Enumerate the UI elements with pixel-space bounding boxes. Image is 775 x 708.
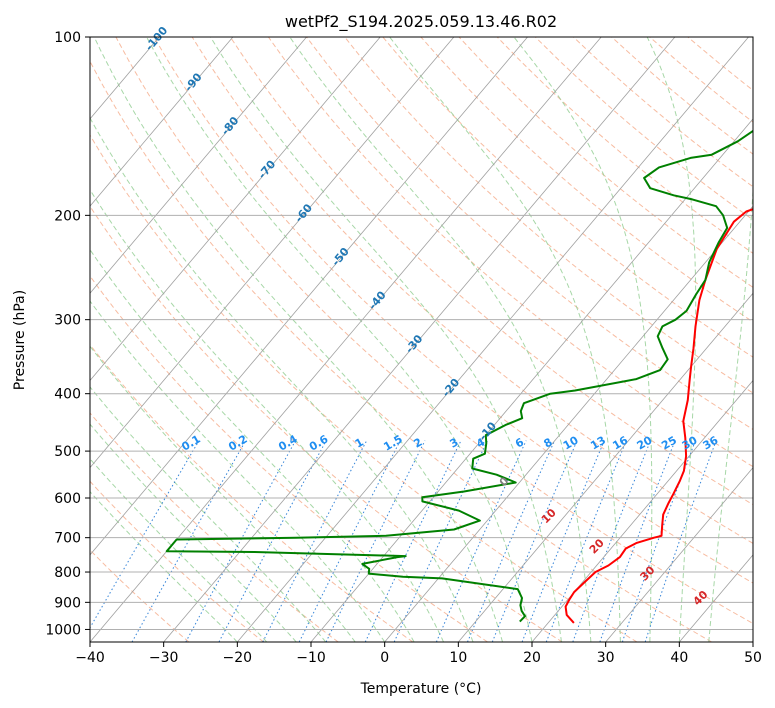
isotherm bbox=[458, 292, 753, 642]
x-tick-label: −10 bbox=[296, 650, 326, 666]
moist-adiabat bbox=[93, 37, 503, 642]
mixing-ratio-line bbox=[185, 440, 296, 642]
plot-frame bbox=[89, 36, 754, 643]
dry-adiabat bbox=[306, 37, 753, 431]
chart-title: wetPf2_S194.2025.059.13.46.R02 bbox=[285, 12, 557, 32]
y-axis-ticks: 100 200 300 400 500 600 700 800 900 1000 bbox=[45, 30, 90, 638]
y-tick-label: 200 bbox=[54, 208, 81, 224]
x-tick-label: 20 bbox=[523, 650, 541, 666]
x-tick-label: −30 bbox=[149, 650, 179, 666]
mixing-ratio-line bbox=[218, 440, 327, 642]
y-axis-label: Pressure (hPa) bbox=[12, 290, 28, 390]
dry-adiabat bbox=[229, 37, 753, 506]
isotherm bbox=[163, 37, 676, 642]
moist-adiabat bbox=[289, 37, 592, 642]
dry-adiabat bbox=[344, 37, 753, 394]
x-tick-label: 50 bbox=[744, 650, 762, 666]
moist-adiabat bbox=[90, 300, 386, 642]
mixing-ratio-line bbox=[298, 440, 401, 642]
dry-adiabat bbox=[90, 205, 563, 642]
isotherm bbox=[90, 37, 234, 207]
y-tick-label: 900 bbox=[54, 595, 81, 611]
y-tick-label: 300 bbox=[54, 313, 81, 329]
x-tick-label: 30 bbox=[597, 650, 615, 666]
isotherm bbox=[90, 37, 455, 469]
y-tick-label: 700 bbox=[54, 531, 81, 547]
mixing-ratio-line bbox=[644, 440, 717, 642]
mixing-ratio-line bbox=[90, 440, 200, 629]
x-tick-label: −40 bbox=[75, 650, 105, 666]
mixing-ratio-line bbox=[131, 440, 247, 642]
y-tick-label: 500 bbox=[54, 444, 81, 460]
dewpoint-line bbox=[165, 129, 753, 623]
dry-adiabat bbox=[90, 412, 339, 642]
isotherm bbox=[90, 37, 528, 556]
dry-adiabat bbox=[153, 37, 753, 584]
background-lines bbox=[90, 37, 753, 642]
dry-adiabat bbox=[458, 37, 753, 288]
x-tick-label: 40 bbox=[670, 650, 688, 666]
isotherm bbox=[531, 379, 753, 642]
moist-adiabat bbox=[90, 188, 445, 642]
data-series bbox=[165, 129, 753, 624]
y-tick-label: 1000 bbox=[45, 622, 81, 638]
mixing-ratio-line bbox=[491, 440, 578, 642]
isotherm bbox=[90, 37, 307, 294]
mixing-ratio-line bbox=[393, 440, 488, 642]
moist-adiabat bbox=[90, 116, 474, 642]
moist-adiabat bbox=[210, 37, 562, 642]
y-tick-label: 100 bbox=[54, 30, 81, 46]
moist-adiabat bbox=[90, 423, 297, 642]
x-tick-label: 0 bbox=[380, 650, 389, 666]
temperature-line bbox=[564, 208, 753, 624]
dry-adiabat bbox=[90, 60, 712, 642]
moist-adiabat bbox=[513, 37, 653, 642]
dry-adiabat bbox=[90, 134, 638, 642]
isotherm bbox=[237, 37, 749, 642]
y-tick-label: 400 bbox=[54, 387, 81, 403]
moist-adiabat bbox=[90, 458, 268, 642]
dry-adiabat bbox=[420, 37, 753, 323]
y-tick-label: 600 bbox=[54, 491, 81, 507]
x-axis-ticks: −40 −30 −20 −10 0 10 20 30 40 50 bbox=[75, 642, 762, 666]
dry-adiabat bbox=[191, 37, 753, 544]
moist-adiabat bbox=[90, 490, 238, 642]
isotherm bbox=[310, 118, 753, 642]
isotherm bbox=[90, 37, 381, 382]
grid-lines bbox=[90, 37, 753, 642]
moist-adiabat bbox=[389, 37, 621, 642]
y-tick-label: 800 bbox=[54, 565, 81, 581]
x-axis-label: Temperature (°C) bbox=[360, 681, 482, 697]
mixing-ratio-line bbox=[599, 440, 676, 642]
x-tick-label: 10 bbox=[449, 650, 467, 666]
isotherm bbox=[384, 205, 753, 642]
dry-adiabat bbox=[90, 275, 488, 642]
moist-adiabat bbox=[708, 37, 753, 642]
mixing-ratio-line bbox=[435, 440, 527, 642]
dry-adiabat bbox=[90, 480, 264, 642]
moist-adiabat bbox=[646, 37, 697, 642]
mixing-ratio-line bbox=[467, 440, 556, 642]
isotherm bbox=[605, 467, 753, 642]
mixing-ratio-line bbox=[325, 440, 426, 642]
moist-adiabat bbox=[90, 345, 356, 642]
x-tick-label: −20 bbox=[223, 650, 253, 666]
